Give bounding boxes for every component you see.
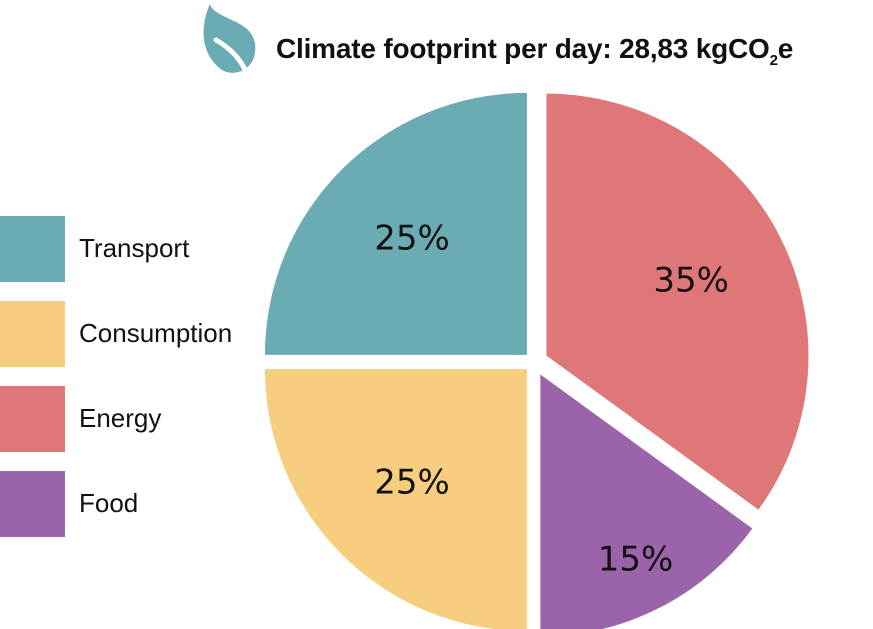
title-suffix: e — [777, 33, 794, 64]
legend: Transport Consumption Energy Food — [0, 0, 270, 629]
legend-item-consumption: Consumption — [0, 301, 270, 367]
legend-swatch-transport — [0, 216, 65, 282]
legend-swatch-energy — [0, 386, 65, 452]
pie-label-food: 15% — [598, 540, 674, 580]
legend-item-transport: Transport — [0, 216, 270, 282]
legend-label-food: Food — [79, 488, 139, 518]
legend-label-energy: Energy — [79, 403, 162, 433]
legend-item-energy: Energy — [0, 386, 270, 452]
title-text: Climate footprint per day: 28,83 kgCO — [276, 33, 770, 64]
pie-slice-energy — [546, 93, 809, 510]
pie-label-energy: 35% — [653, 260, 729, 300]
pie-label-consumption: 25% — [374, 462, 450, 502]
legend-label-consumption: Consumption — [79, 318, 233, 348]
legend-swatch-consumption — [0, 301, 65, 367]
title-subscript: 2 — [769, 52, 778, 69]
pie-label-transport: 25% — [374, 219, 450, 259]
chart-title: Climate footprint per day: 28,83 kgCO2e — [276, 33, 794, 68]
pie-slice-transport — [264, 92, 527, 355]
pie-slice-food — [540, 374, 753, 629]
legend-item-food: Food — [0, 471, 270, 537]
legend-label-transport: Transport — [79, 233, 190, 263]
pie-slice-consumption — [264, 369, 527, 629]
legend-swatch-food — [0, 471, 65, 537]
leaf-icon — [203, 4, 256, 74]
